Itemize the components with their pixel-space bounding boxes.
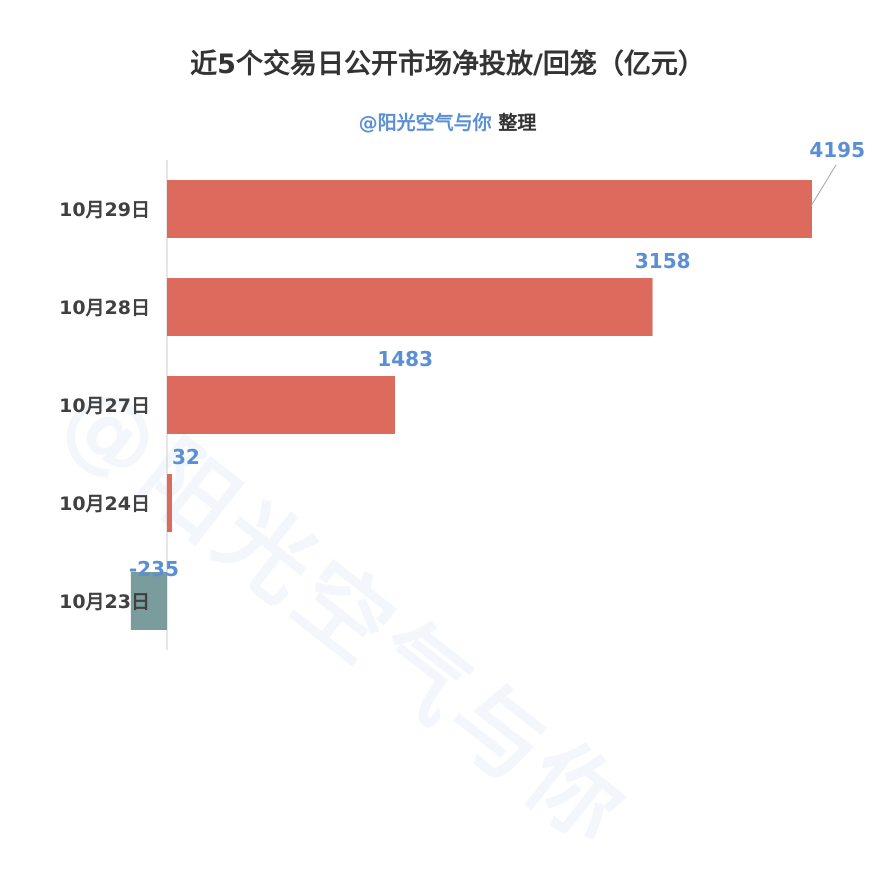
bar [167,376,396,434]
value-label: 4195 [809,138,865,162]
leader-line [810,164,837,207]
bar-chart: 10月29日 4195 10月28日 3158 10月27日 1483 10月24日 32 10… [59,138,865,650]
bar [167,180,812,238]
value-label: 32 [172,445,200,469]
chart-title: 近5个交易日公开市场净投放/回笼（亿元） [190,49,705,80]
bar [130,572,167,630]
category-label: 10月24日 [59,493,150,515]
value-label: 3158 [635,249,691,273]
bar [167,474,172,532]
chart-subtitle: @阳光空气与你 整理 [0,108,895,135]
category-label: 10月27日 [59,395,150,417]
subtitle-handle: @阳光空气与你 [358,112,492,134]
bar [167,278,653,336]
subtitle-suffix: 整理 [498,112,537,134]
category-label: 10月28日 [59,297,150,319]
category-label: 10月23日 [59,591,150,613]
value-label: -235 [129,557,179,581]
category-label: 10月29日 [59,199,150,221]
value-label: 1483 [377,347,433,371]
